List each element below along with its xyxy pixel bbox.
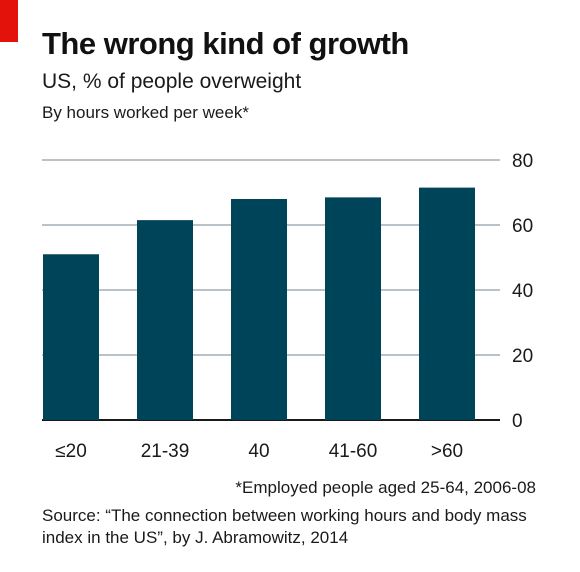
bar <box>137 220 193 420</box>
x-category-label: 41-60 <box>329 441 378 462</box>
bar <box>419 187 475 420</box>
y-tick-label: 0 <box>512 411 523 432</box>
y-tick-label: 20 <box>512 346 533 367</box>
x-axis-categories: ≤20 21-39 40 41-60 >60 <box>55 441 463 462</box>
x-category-label: ≤20 <box>55 441 87 462</box>
chart-source: Source: “The connection between working … <box>42 506 527 547</box>
x-category-label: 21-39 <box>141 441 190 462</box>
bar <box>231 199 287 420</box>
brand-red-tag <box>0 0 18 42</box>
bar-chart: 0 20 40 60 80 ≤20 21-39 40 41-60 >60 <box>42 151 533 462</box>
chart-subtitle: US, % of people overweight <box>42 70 302 93</box>
x-category-label: >60 <box>431 441 463 462</box>
x-category-label: 40 <box>248 441 269 462</box>
y-tick-label: 80 <box>512 151 533 172</box>
y-tick-label: 60 <box>512 216 533 237</box>
chart-footnote: *Employed people aged 25-64, 2006-08 <box>235 478 536 497</box>
chart-subsubtitle: By hours worked per week* <box>42 103 249 122</box>
chart-title: The wrong kind of growth <box>42 26 409 61</box>
y-axis-ticks: 0 20 40 60 80 <box>512 151 533 432</box>
bar <box>43 254 99 420</box>
bar <box>325 197 381 420</box>
y-tick-label: 40 <box>512 281 533 302</box>
bars <box>43 187 475 420</box>
